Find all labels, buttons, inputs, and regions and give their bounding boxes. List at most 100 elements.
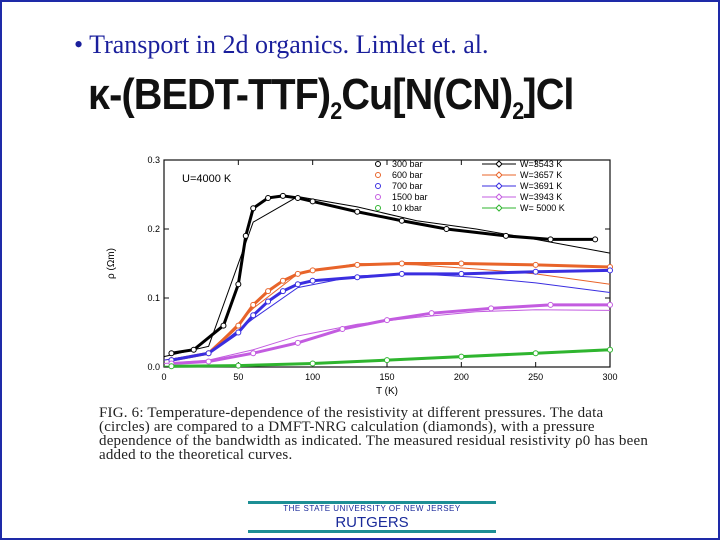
legend-diamond — [495, 160, 503, 168]
data-point — [547, 236, 554, 243]
data-point — [294, 281, 301, 288]
legend-marker — [375, 205, 381, 211]
formula-subscript-1: 2 — [330, 97, 342, 125]
footer-rule-top — [248, 501, 496, 504]
data-point — [488, 305, 495, 312]
data-point — [339, 326, 346, 333]
data-point — [443, 226, 450, 232]
y-tick-label: 0.2 — [147, 224, 160, 234]
x-tick-label: 250 — [528, 372, 543, 382]
data-point — [250, 312, 257, 319]
footer-rule-bottom — [248, 530, 496, 533]
x-tick-label: 0 — [161, 372, 166, 382]
legend-theory-label: W= 5000 K — [520, 203, 565, 213]
chart-legend: 300 bar W=3543 K 600 bar W=3657 K 700 bar W=3… — [375, 159, 565, 213]
data-point — [168, 350, 175, 357]
data-point — [547, 301, 554, 308]
data-point — [279, 277, 286, 284]
data-point — [235, 329, 242, 336]
university-line: THE STATE UNIVERSITY OF NEW JERSEY — [283, 504, 461, 513]
data-point — [309, 267, 316, 274]
data-point — [235, 322, 242, 329]
data-point — [532, 268, 539, 275]
data-point — [592, 236, 599, 243]
data-point — [265, 298, 272, 305]
legend-data-label: 1500 bar — [392, 192, 428, 202]
data-point — [354, 274, 361, 281]
data-point — [607, 267, 613, 274]
data-curve-3 — [171, 303, 610, 366]
resistivity-chart: 0 50 100 150 200 250 300 0.0 0.1 0.2 0.3 T (K) ρ (Ωm… — [106, 155, 618, 397]
legend-marker — [375, 172, 381, 178]
data-point — [242, 232, 249, 239]
legend-diamond — [495, 204, 503, 212]
data-point — [205, 350, 212, 357]
data-point — [235, 362, 242, 369]
legend-theory-label: W=3691 K — [520, 181, 562, 191]
x-tick-label: 50 — [233, 372, 243, 382]
legend-data-label: 700 bar — [392, 181, 423, 191]
data-point — [294, 194, 301, 201]
data-point — [607, 301, 613, 308]
chart-curves — [163, 192, 613, 370]
x-tick-label: 100 — [305, 372, 320, 382]
formula-suffix: ]Cl — [523, 70, 574, 119]
data-curve-1 — [171, 262, 611, 362]
data-point — [428, 310, 435, 317]
x-tick-label: 300 — [602, 372, 617, 382]
annotation-label: U=4000 K — [182, 173, 232, 185]
data-point — [458, 353, 465, 360]
legend-marker — [375, 161, 381, 167]
data-point — [235, 281, 242, 288]
data-point — [220, 322, 227, 329]
legend-theory-label: W=3657 K — [520, 170, 562, 180]
data-point — [384, 357, 390, 364]
x-tick-label: 150 — [379, 372, 394, 382]
data-point — [532, 261, 539, 268]
data-point — [398, 217, 405, 224]
legend-diamond — [495, 182, 503, 190]
theory-curve-3 — [163, 309, 611, 365]
legend-diamond — [495, 193, 503, 201]
legend-data-label: 10 kbar — [392, 203, 422, 213]
data-point — [205, 358, 212, 365]
data-point — [265, 194, 272, 201]
figure-caption: FIG. 6: Temperature-dependence of the re… — [99, 405, 649, 463]
data-point — [294, 270, 301, 277]
data-point — [168, 363, 175, 370]
data-point — [607, 346, 613, 353]
data-point — [532, 350, 539, 357]
x-tick-label: 200 — [454, 372, 469, 382]
slide-title: • Transport in 2d organics. Limlet et. a… — [74, 30, 489, 59]
data-point — [279, 288, 286, 295]
data-point — [502, 232, 509, 239]
data-point — [250, 205, 257, 212]
data-curve-0 — [171, 194, 596, 355]
formula-subscript-2: 2 — [512, 97, 524, 125]
theory-curve-2 — [163, 273, 611, 361]
data-point — [190, 346, 197, 353]
y-axis-label: ρ (Ωm) — [106, 248, 117, 279]
formula-prefix: κ-(BEDT-TTF) — [88, 70, 331, 119]
data-point — [458, 270, 465, 277]
theory-curve-1 — [163, 262, 611, 361]
x-axis-label: T (K) — [376, 386, 398, 397]
y-tick-label: 0.1 — [147, 293, 160, 303]
data-point — [309, 277, 316, 284]
data-point — [458, 260, 465, 267]
data-point — [250, 301, 257, 308]
data-point — [309, 360, 316, 367]
legend-theory-label: W=3543 K — [520, 159, 562, 169]
data-point — [265, 288, 272, 295]
legend-data-label: 300 bar — [392, 159, 423, 169]
compound-formula: κ-(BEDT-TTF)2Cu[N(CN)2]Cl — [88, 70, 574, 126]
data-point — [398, 270, 405, 277]
data-point — [279, 192, 286, 199]
data-point — [384, 317, 390, 324]
legend-marker — [375, 194, 381, 200]
legend-diamond — [495, 171, 503, 179]
data-point — [354, 208, 361, 215]
y-tick-label: 0.0 — [147, 362, 160, 372]
legend-data-label: 600 bar — [392, 170, 423, 180]
